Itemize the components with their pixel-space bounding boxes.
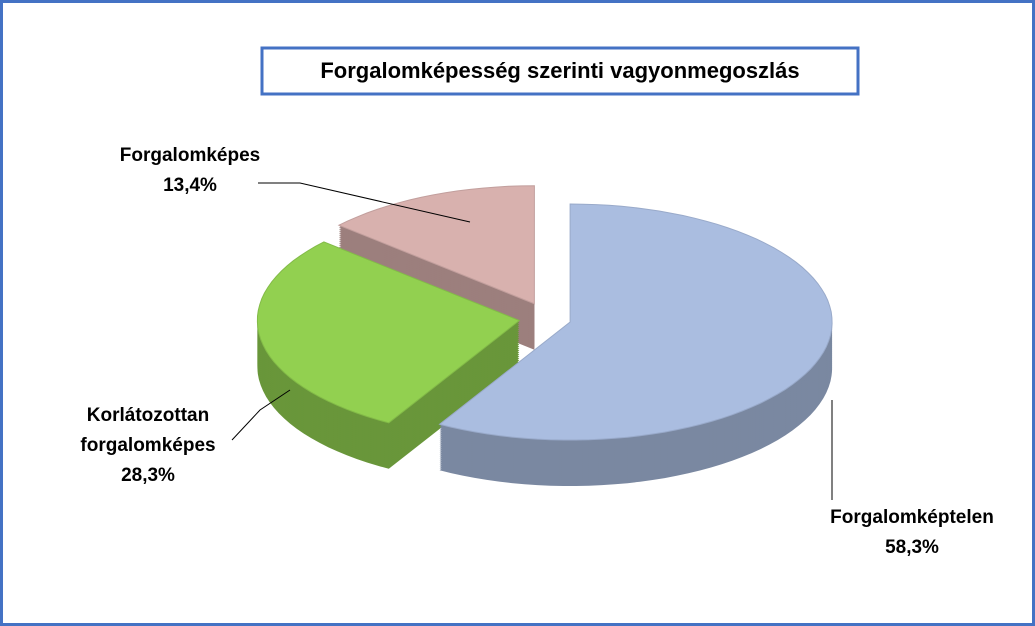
- pie-slice: [256, 241, 521, 469]
- slice-label: Korlátozottan: [87, 405, 209, 426]
- slice-top: [256, 241, 521, 424]
- slice-value-label: 28,3%: [121, 465, 175, 486]
- leader-line: [258, 182, 471, 223]
- title-box: [260, 46, 860, 96]
- slice-top: [337, 185, 535, 305]
- slice-label: forgalomképes: [80, 435, 215, 456]
- slice-value-label: 58,3%: [885, 537, 939, 558]
- slice-top: [438, 203, 833, 441]
- slice-value-label: 13,4%: [163, 175, 217, 196]
- pie: [256, 185, 833, 486]
- pie-slice: [438, 203, 833, 486]
- slice-label: Forgalomképes: [120, 145, 260, 166]
- slice-label: Forgalomképtelen: [830, 507, 994, 528]
- leader-line: [231, 389, 291, 441]
- chart-title: Forgalomképesség szerinti vagyonmegoszlá…: [320, 58, 799, 83]
